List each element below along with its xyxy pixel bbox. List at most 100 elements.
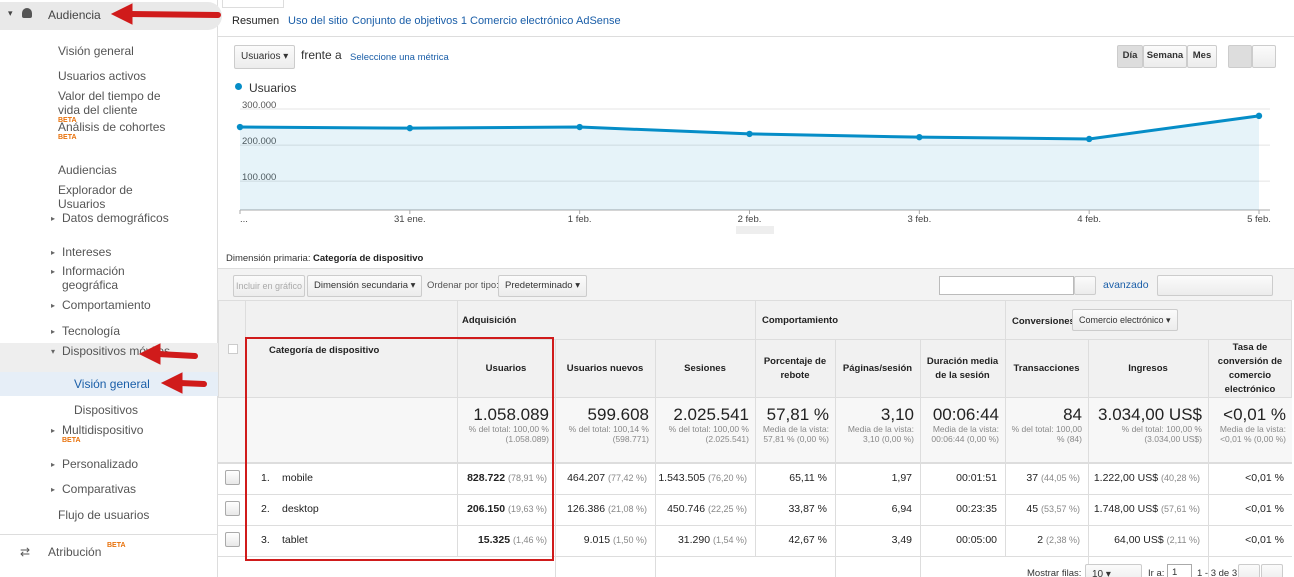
col-divider bbox=[655, 340, 656, 577]
search-button[interactable] bbox=[1074, 276, 1096, 295]
goto-input[interactable]: 1 bbox=[1167, 564, 1192, 577]
tab[interactable]: Comercio electrónico bbox=[470, 15, 574, 27]
nav-item[interactable]: Atribución bbox=[48, 545, 102, 559]
nav-label: Visión general bbox=[74, 377, 150, 391]
column-header[interactable]: Duración media de la sesión bbox=[926, 356, 999, 381]
rows-label: Mostrar filas: bbox=[1027, 568, 1082, 577]
cell: 3,49 bbox=[835, 534, 912, 546]
nav-item[interactable]: Información geográfica bbox=[62, 264, 172, 292]
secondary-dim-label: Dimensión secundaria bbox=[314, 280, 408, 291]
nav-label: Explorador de Usuarios bbox=[58, 183, 133, 211]
cell-value: 00:05:00 bbox=[956, 534, 997, 546]
total-value: 57,81 % bbox=[766, 405, 829, 424]
nav-item[interactable]: Usuarios activos bbox=[58, 69, 168, 83]
cell-pct: (44,05 %) bbox=[1040, 473, 1080, 483]
expand-arrow: ▸ bbox=[51, 327, 56, 336]
col-divider bbox=[835, 340, 836, 577]
line-chart-toggle[interactable] bbox=[1228, 45, 1252, 68]
nav-item[interactable]: Datos demográficos bbox=[62, 211, 172, 225]
nav-item[interactable]: Valor del tiempo de vida del cliente BETA bbox=[58, 89, 168, 125]
period-button[interactable]: Día bbox=[1117, 45, 1143, 68]
cell-value: 1.748,00 US$ bbox=[1093, 503, 1159, 515]
primary-dim-value: Categoría de dispositivo bbox=[313, 253, 424, 264]
column-header[interactable]: Porcentaje de rebote bbox=[763, 356, 827, 381]
cell-pct: (57,61 %) bbox=[1160, 504, 1200, 514]
row-checkbox[interactable] bbox=[225, 532, 240, 547]
col-divider bbox=[555, 340, 556, 577]
x-tick-label: 31 ene. bbox=[394, 214, 426, 225]
next-page[interactable] bbox=[1261, 564, 1283, 577]
view-toggles[interactable] bbox=[1157, 275, 1273, 296]
nav-item[interactable]: Flujo de usuarios bbox=[58, 508, 168, 522]
nav-item[interactable]: Multidispositivo BETA bbox=[62, 423, 172, 445]
cell: 1.543.505 (76,20 %) bbox=[655, 472, 747, 484]
total-note: Media de la vista: 3,10 (0,00 %) bbox=[847, 424, 914, 444]
cell-value: 1.543.505 bbox=[658, 472, 706, 484]
tab[interactable]: Resumen bbox=[232, 15, 280, 27]
section-title[interactable]: Audiencia bbox=[48, 8, 101, 22]
motion-chart-toggle[interactable] bbox=[1252, 45, 1276, 68]
sort-select[interactable]: Predeterminado ▾ bbox=[498, 275, 588, 297]
nav-item[interactable]: Comparativas bbox=[62, 482, 172, 496]
column-header[interactable]: Ingresos bbox=[1128, 363, 1168, 374]
secondary-dim[interactable]: Dimensión secundaria ▾ bbox=[307, 275, 423, 297]
nav-item[interactable]: Intereses bbox=[62, 245, 172, 259]
advanced-link[interactable]: avanzado bbox=[1103, 279, 1149, 291]
header-divider bbox=[457, 339, 1292, 340]
nav-item[interactable]: Personalizado bbox=[62, 457, 172, 471]
column-header[interactable]: Sesiones bbox=[684, 363, 726, 374]
conversion-value: Comercio electrónico bbox=[1079, 315, 1164, 325]
nav-item[interactable]: Audiencias bbox=[58, 163, 168, 177]
cell-value: 64,00 US$ bbox=[1114, 534, 1164, 546]
cell: 42,67 % bbox=[755, 534, 827, 546]
x-tick-label: 2 feb. bbox=[738, 214, 762, 225]
col-divider bbox=[755, 300, 756, 556]
x-tick-label: ... bbox=[240, 214, 248, 225]
row-checkbox[interactable] bbox=[225, 501, 240, 516]
nav-item[interactable]: Dispositivos bbox=[74, 403, 184, 417]
select-metric[interactable]: Seleccione una métrica bbox=[350, 52, 449, 63]
cell-value: 33,87 % bbox=[788, 503, 827, 515]
nav-item[interactable]: Comportamiento bbox=[62, 298, 172, 312]
cell-pct: (21,08 %) bbox=[607, 504, 647, 514]
nav-label: Multidispositivo bbox=[62, 423, 144, 437]
tab[interactable]: Conjunto de objetivos 1 bbox=[352, 15, 467, 27]
nav-label: Comparativas bbox=[62, 482, 137, 496]
tab[interactable]: AdSense bbox=[576, 15, 621, 27]
row-divider bbox=[218, 525, 1292, 526]
nav-label: Visión general bbox=[58, 44, 134, 58]
legend-label: Usuarios bbox=[249, 81, 297, 95]
tab[interactable]: Uso del sitio bbox=[288, 15, 348, 27]
column-header[interactable]: Páginas/sesión bbox=[842, 363, 913, 374]
chart-resizer[interactable] bbox=[736, 226, 774, 234]
cell-value: 9.015 bbox=[583, 534, 611, 546]
column-header[interactable]: Usuarios nuevos bbox=[566, 363, 644, 374]
nav-item[interactable]: Visión general bbox=[74, 377, 184, 391]
rows-select[interactable]: 10 ▾ bbox=[1085, 564, 1142, 577]
nav-label: Valor del tiempo de vida del cliente bbox=[58, 89, 161, 117]
column-header[interactable]: Tasa de conversión de comercio electróni… bbox=[1217, 342, 1283, 395]
metric-select[interactable]: Usuarios ▾ bbox=[234, 45, 296, 69]
prev-page[interactable] bbox=[1238, 564, 1260, 577]
nav-item[interactable]: Análisis de cohortes BETA bbox=[58, 120, 168, 142]
period-button[interactable]: Semana bbox=[1143, 45, 1187, 68]
include-button[interactable]: Incluir en gráfico bbox=[233, 275, 306, 297]
cell-value: 1,97 bbox=[891, 472, 912, 484]
period-button[interactable]: Mes bbox=[1187, 45, 1217, 68]
nav-item[interactable]: Visión general bbox=[58, 44, 168, 58]
search-input[interactable] bbox=[939, 276, 1074, 295]
expand-arrow: ▸ bbox=[51, 485, 56, 494]
row-checkbox[interactable] bbox=[225, 470, 240, 485]
nav-item[interactable]: Tecnología bbox=[62, 324, 172, 338]
nav-item[interactable]: Explorador de Usuarios bbox=[58, 183, 168, 211]
conversion-select[interactable]: Comercio electrónico ▾ bbox=[1072, 309, 1178, 331]
column-header[interactable]: Transacciones bbox=[1013, 363, 1080, 374]
goto-label: Ir a: bbox=[1148, 568, 1165, 577]
select-all[interactable] bbox=[228, 344, 238, 354]
total-note: % del total: 100,00 % (84) bbox=[1011, 424, 1082, 444]
cell: 33,87 % bbox=[755, 503, 827, 515]
tab-bar bbox=[218, 0, 1294, 37]
cell-value: 450.746 bbox=[667, 503, 706, 515]
total-note: % del total: 100,00 % (2.025.541) bbox=[668, 424, 749, 444]
